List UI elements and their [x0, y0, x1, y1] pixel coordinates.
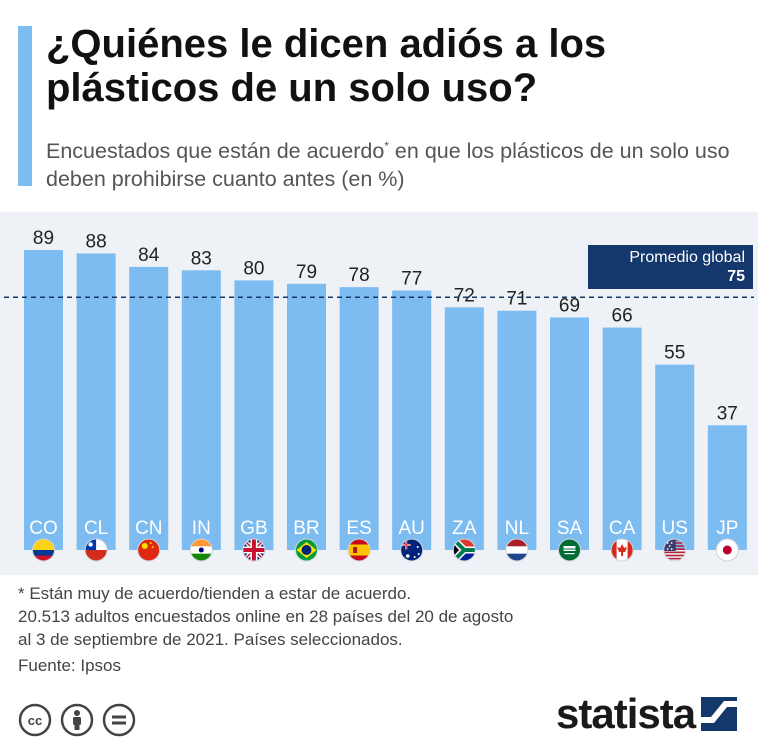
chart-subtitle: Encuestados que están de acuerdo* en que… [46, 132, 756, 193]
svg-text:cc: cc [28, 713, 42, 728]
footnote-line: 20.513 adultos encuestados online en 28 … [18, 607, 514, 626]
ca-flag-icon [610, 538, 634, 562]
us-flag-icon [663, 538, 687, 562]
category-label: JP [716, 518, 738, 539]
data-label: 89 [33, 228, 54, 249]
nl-flag-icon [505, 538, 529, 562]
co-flag-icon [32, 538, 55, 562]
attribution-icon[interactable] [60, 703, 94, 737]
bar [655, 364, 695, 550]
category-label: US [661, 518, 687, 539]
data-label: 37 [717, 403, 738, 424]
cn-flag-icon [137, 538, 161, 562]
data-label: 71 [506, 289, 527, 310]
br-flag-icon [295, 538, 318, 562]
global-average-value: 75 [727, 268, 745, 285]
es-flag-icon [347, 538, 371, 562]
bar [129, 266, 169, 550]
global-average-label: Promedio global 75 [588, 245, 753, 289]
data-label: 77 [401, 269, 422, 290]
source-note: Fuente: Ipsos [18, 656, 122, 675]
category-label: NL [505, 518, 529, 539]
data-label: 79 [296, 262, 317, 283]
bar [181, 270, 221, 550]
subtitle-text-end: en que los plásticos de un solo uso debe… [46, 139, 730, 192]
title-accent-bar [18, 26, 32, 186]
footnote-line: al 3 de septiembre de 2021. Países selec… [18, 630, 403, 649]
bar [707, 425, 747, 550]
category-label: ES [346, 518, 371, 539]
data-label: 66 [612, 306, 633, 327]
gb-flag-icon [242, 538, 266, 562]
sa-flag-icon [558, 538, 581, 562]
data-label: 78 [349, 265, 370, 286]
bar [497, 310, 537, 550]
category-label: CA [609, 518, 636, 539]
au-flag-icon [400, 538, 424, 562]
category-label: IN [192, 518, 211, 539]
subtitle-text: Encuestados que están de acuerdo [46, 139, 385, 164]
creative-commons-icon[interactable]: cc [18, 703, 52, 737]
in-flag-icon [189, 538, 213, 562]
category-label: BR [293, 518, 319, 539]
data-label: 88 [86, 231, 107, 252]
chart-title: ¿Quiénes le dicen adiós a los plásticos … [46, 22, 607, 110]
bar-chart: 89 CO 88 CL 84 CN 83 IN 80 GB 79 BR 78 ES 77 AU 72 ZA 71 NL… [4, 228, 754, 562]
bar [339, 287, 379, 550]
bar [444, 307, 484, 550]
brand-name: statista [556, 690, 696, 737]
category-label: ZA [452, 518, 477, 539]
category-label: GB [240, 518, 267, 539]
subtitle-footnote-mark: * [384, 139, 389, 153]
bar [76, 253, 116, 550]
category-label: CL [84, 518, 108, 539]
no-derivatives-icon[interactable] [102, 703, 136, 737]
category-label: AU [398, 518, 424, 539]
jp-flag-icon [715, 538, 739, 562]
data-label: 80 [243, 258, 264, 279]
za-flag-icon [452, 538, 476, 562]
data-label: 83 [191, 248, 212, 269]
footnote: * Están muy de acuerdo/tienden a estar d… [18, 582, 718, 651]
bar [602, 327, 642, 550]
license-icons: cc [18, 703, 136, 737]
data-label: 84 [138, 245, 160, 266]
footnote-line: * Están muy de acuerdo/tienden a estar d… [18, 584, 412, 603]
category-label: SA [557, 518, 583, 539]
category-label: CN [135, 518, 162, 539]
category-label: CO [29, 518, 58, 539]
cl-flag-icon [84, 538, 108, 562]
data-label: 69 [559, 295, 580, 316]
bar [24, 250, 63, 550]
data-label: 55 [664, 343, 685, 364]
bar [234, 280, 274, 550]
bar [392, 290, 432, 550]
bar [287, 283, 326, 550]
bar [550, 317, 589, 550]
global-average-title: Promedio global [629, 249, 745, 266]
data-label: 72 [454, 285, 475, 306]
statista-logo-icon [701, 697, 738, 731]
statista-logo[interactable]: statista [556, 690, 738, 738]
